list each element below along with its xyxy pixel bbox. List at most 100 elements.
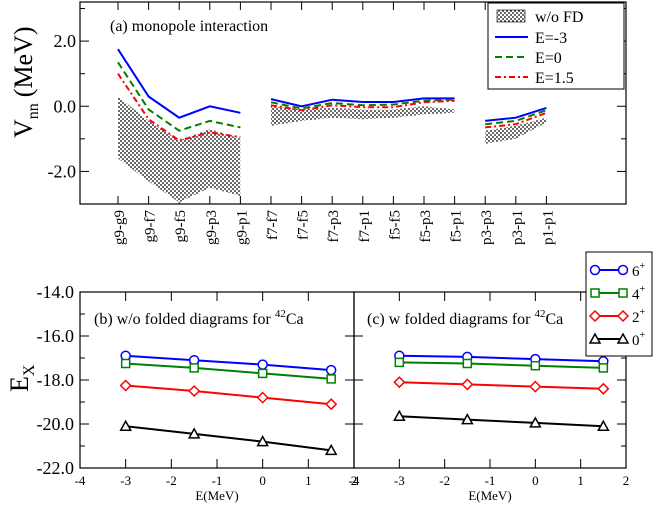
b-point xyxy=(257,359,268,370)
panel-c-title-main: (c) w folded diagrams for xyxy=(367,311,535,328)
b-point xyxy=(187,427,201,439)
c-series-line xyxy=(399,381,604,390)
b-series-line xyxy=(125,425,332,452)
panel-c-xlabel: E(MeV) xyxy=(468,488,511,503)
legend-c-marker xyxy=(616,332,630,344)
a-xtick-label: g9-f7 xyxy=(143,210,159,243)
a-xtick-label: f7-f7 xyxy=(265,210,281,240)
panel-b-ylabel: EX xyxy=(5,364,38,392)
legend-c-marker xyxy=(588,309,602,323)
b-xtick-label: -4 xyxy=(75,473,86,488)
ylabel-x: X xyxy=(21,364,38,376)
b-point xyxy=(120,358,131,369)
b-xtick-label: -3 xyxy=(120,473,131,488)
panel-a-x-axis: g9-g9 g9-f7 g9-f5 g9-p3 g9-p1 f7-f7 f7-f5 f7-p3… xyxy=(112,2,556,245)
b-xtick-label: 1 xyxy=(305,473,312,488)
c-point xyxy=(462,358,473,369)
ylabel-unit: (MeV) xyxy=(9,26,38,97)
panel-b-title-el: Ca xyxy=(286,311,304,328)
a-xtick-label: g9-g9 xyxy=(112,210,128,245)
b-series-line xyxy=(125,362,332,380)
b-point xyxy=(325,364,337,376)
b-xtick-label: 2 xyxy=(351,473,358,488)
c-xtick-label: -3 xyxy=(394,473,405,488)
ylabel-e: E xyxy=(5,376,34,392)
panel-c-title-el: Ca xyxy=(546,311,564,328)
b-point xyxy=(325,398,338,411)
ylabel-v: V xyxy=(9,119,38,138)
b-ytick-label: -22.0 xyxy=(37,458,75,478)
c-point xyxy=(393,376,406,389)
b-ytick-label: -14.0 xyxy=(37,282,75,302)
ylabel-nn: nn xyxy=(25,103,42,119)
b-ytick-label: -16.0 xyxy=(37,326,75,346)
legend-c-marker xyxy=(590,288,600,298)
a-series-line xyxy=(270,99,455,112)
c-point xyxy=(530,360,541,371)
c-series-line xyxy=(399,354,604,363)
c-xtick-label: -1 xyxy=(485,473,496,488)
c-point xyxy=(461,378,474,391)
panel-a: (a) monopole interaction 2.0 0.0 -2.0 g9-g… xyxy=(9,1,627,245)
b-series-line xyxy=(125,384,332,406)
panel-a-title: (a) monopole interaction xyxy=(110,18,268,35)
legend-fd-label: w/o FD xyxy=(535,9,583,26)
panel-a-legend: w/o FD E=-3 E=0 E=1.5 xyxy=(487,2,625,90)
legend-c-marker xyxy=(617,264,629,276)
legend-c-marker xyxy=(588,332,602,344)
c-point xyxy=(461,413,474,425)
legend-c-marker xyxy=(616,309,630,323)
panel-b-title: (b) w/o folded diagrams for 42Ca xyxy=(94,308,304,328)
a-series-line xyxy=(270,98,455,110)
panel-b-title-sup: 42 xyxy=(275,308,286,320)
fd-band-region xyxy=(271,106,455,126)
fd-band-region xyxy=(118,96,241,203)
b-ytick-label: -18.0 xyxy=(37,370,75,390)
b-series-line xyxy=(125,354,332,372)
a-xtick-label: f5-p3 xyxy=(418,210,434,243)
legend-c-marker xyxy=(618,288,628,298)
panel-b-series xyxy=(119,350,338,456)
c-point xyxy=(597,419,610,431)
c-point xyxy=(529,416,542,428)
b-point xyxy=(324,443,338,456)
b-point xyxy=(326,374,336,384)
a-xtick-label: f7-p3 xyxy=(326,210,342,243)
a-xtick-label: f5-f5 xyxy=(387,210,403,240)
panel-b-xlabel: E(MeV) xyxy=(195,488,238,503)
panel-c-series xyxy=(393,350,610,431)
b-ytick-label: -20.0 xyxy=(37,414,75,434)
c-point xyxy=(597,382,610,395)
a-xtick-label: g9-p3 xyxy=(204,210,220,245)
b-point xyxy=(188,384,201,398)
legend-em3-label: E=-3 xyxy=(535,30,567,47)
c-point xyxy=(529,380,542,393)
a-ytick-label: 2.0 xyxy=(54,31,77,51)
a-series-line xyxy=(117,48,241,119)
c-xtick-label: 2 xyxy=(623,473,630,488)
a-series-line xyxy=(485,106,547,122)
a-xtick-label: f7-f5 xyxy=(296,210,312,240)
panel-c-title-sup: 42 xyxy=(535,308,546,320)
panel-b-y-axis: -14.0 -16.0 -18.0 -20.0 -22.0 xyxy=(37,282,626,478)
b-xtick-label: -2 xyxy=(166,473,177,488)
panel-c-legend: 6+4+2+0+ xyxy=(585,251,653,357)
panel-a-frame xyxy=(79,1,627,205)
b-point xyxy=(256,391,269,404)
legend-fd-swatch xyxy=(496,9,526,23)
c-xtick-label: 1 xyxy=(577,473,584,488)
c-point xyxy=(393,409,406,422)
c-series-line xyxy=(399,361,604,369)
panel-b: (b) w/o folded diagrams for 42Ca -14.0-1… xyxy=(5,282,626,503)
c-point xyxy=(598,363,609,373)
b-point xyxy=(256,435,269,447)
legend-e15-label: E=1.5 xyxy=(535,70,574,87)
c-series-line xyxy=(399,415,604,428)
a-xtick-label: f7-p1 xyxy=(357,210,373,243)
c-xtick-label: -2 xyxy=(439,473,450,488)
c-xtick-label: 0 xyxy=(532,473,539,488)
a-series-line xyxy=(270,97,455,108)
b-xtick-label: -1 xyxy=(212,473,223,488)
a-ytick-label: 0.0 xyxy=(54,96,77,116)
